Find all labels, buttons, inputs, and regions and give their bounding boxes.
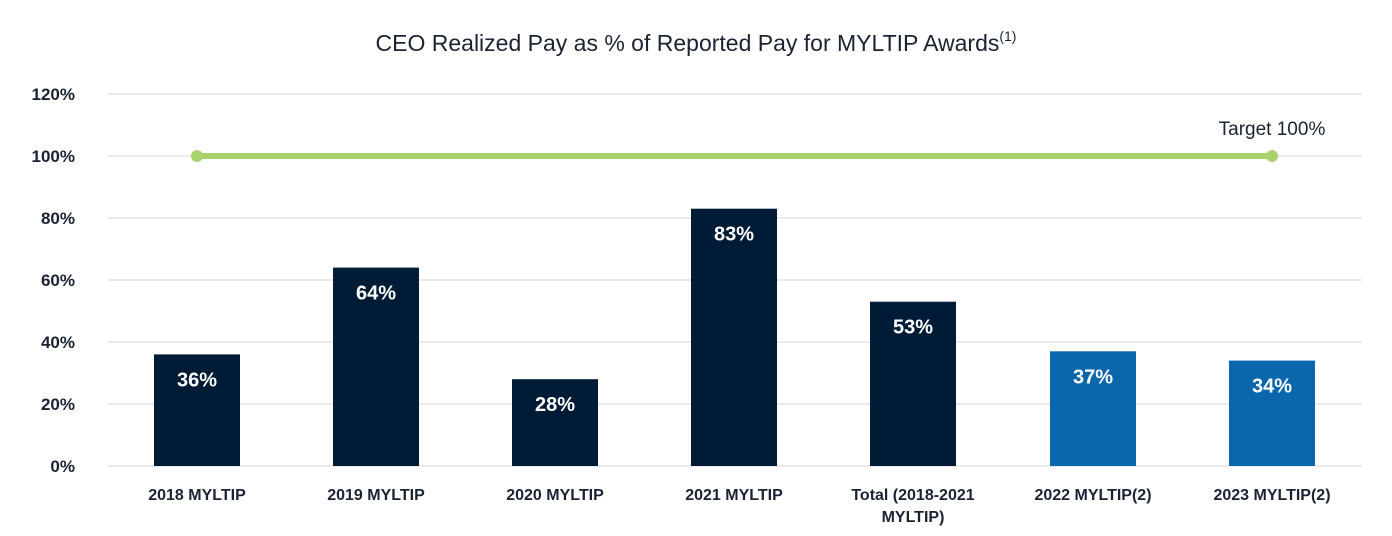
target-line-label: Target 100% bbox=[1219, 119, 1326, 140]
y-tick-label: 60% bbox=[41, 271, 75, 290]
chart-title-text: CEO Realized Pay as % of Reported Pay fo… bbox=[375, 30, 1000, 56]
y-tick-label: 40% bbox=[41, 333, 75, 352]
x-category-label: 2019 MYLTIP bbox=[327, 487, 425, 504]
bar-data-label: 83% bbox=[714, 224, 754, 246]
bar bbox=[1050, 351, 1136, 466]
bar bbox=[333, 267, 419, 466]
bar bbox=[870, 301, 956, 466]
bar-data-label: 64% bbox=[356, 283, 396, 305]
bar-data-label: 53% bbox=[893, 317, 933, 339]
y-tick-label: 120% bbox=[32, 85, 75, 104]
y-tick-label: 80% bbox=[41, 209, 75, 228]
chart-title-footnote: (1) bbox=[999, 28, 1017, 44]
x-category-label: 2021 MYLTIP bbox=[685, 487, 783, 504]
bar-data-label: 34% bbox=[1252, 376, 1292, 398]
y-tick-label: 0% bbox=[50, 457, 75, 476]
bar-data-label: 36% bbox=[177, 369, 217, 391]
x-category-label: Total (2018-2021 bbox=[851, 487, 974, 504]
x-category-label: 2022 MYLTIP(2) bbox=[1034, 487, 1151, 504]
bar bbox=[1229, 360, 1315, 466]
target-line-end-marker bbox=[1266, 150, 1278, 162]
bar bbox=[154, 354, 240, 466]
chart-title: CEO Realized Pay as % of Reported Pay fo… bbox=[0, 28, 1392, 57]
bar bbox=[512, 379, 598, 466]
bar-data-label: 28% bbox=[535, 394, 575, 416]
x-category-label: 2023 MYLTIP(2) bbox=[1213, 487, 1330, 504]
y-tick-label: 20% bbox=[41, 395, 75, 414]
bar-data-label: 37% bbox=[1073, 366, 1113, 388]
x-category-label: 2020 MYLTIP bbox=[506, 487, 604, 504]
target-line-start-marker bbox=[191, 150, 203, 162]
x-category-label: MYLTIP) bbox=[882, 509, 945, 526]
x-category-label: 2018 MYLTIP bbox=[148, 487, 246, 504]
bar bbox=[691, 208, 777, 466]
y-tick-label: 100% bbox=[32, 147, 75, 166]
